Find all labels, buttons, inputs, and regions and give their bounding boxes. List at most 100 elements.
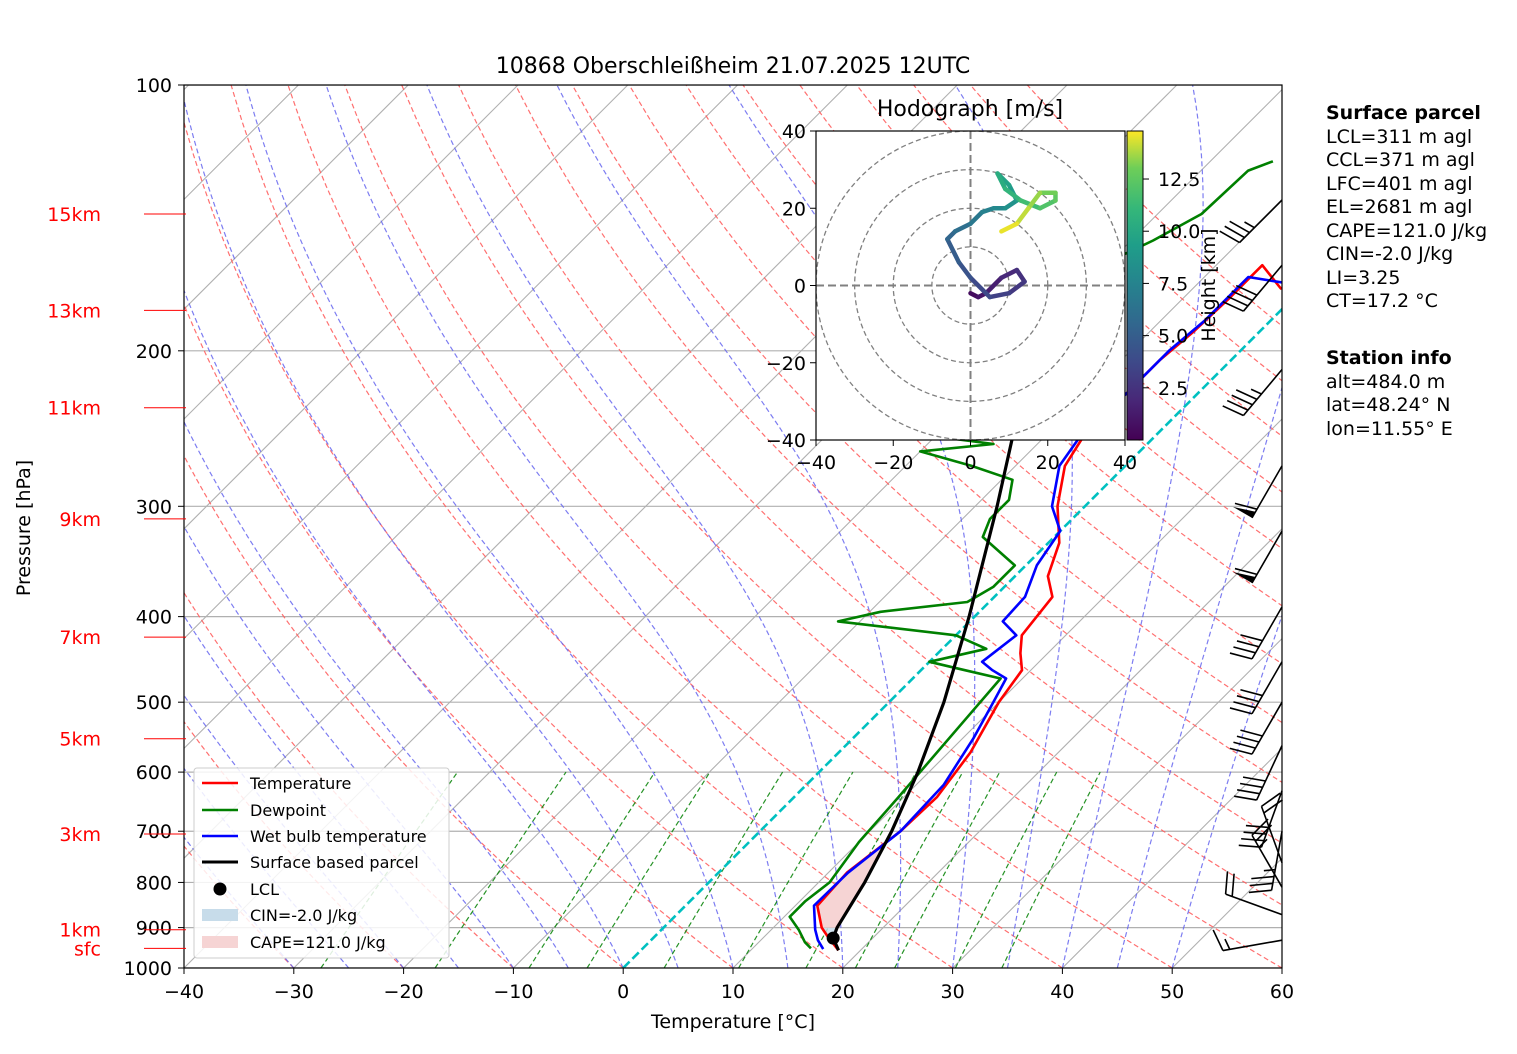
hodograph-x-tick-label: 20: [1036, 452, 1060, 474]
moist-adiabat-line: [1116, 385, 1282, 968]
x-tick-label: −10: [493, 981, 533, 1003]
moist-adiabat-line: [556, 85, 902, 968]
dry-adiabat-line: [230, 85, 953, 968]
x-tick-label: 30: [941, 981, 965, 1003]
wind-barb: [1229, 606, 1283, 660]
isotherm-line: [184, 85, 629, 530]
wind-barb-staff: [1260, 790, 1283, 848]
moist-adiabat-line: [245, 85, 734, 968]
hodograph-trace: [945, 171, 1058, 300]
wind-barb: [1229, 701, 1283, 755]
wetbulb-line: [812, 275, 1282, 950]
wind-barb-staff: [1242, 369, 1283, 416]
mixing-ratio-line: [434, 771, 567, 968]
hodograph-y-tick-label: 0: [794, 276, 806, 298]
hodograph-grid: [816, 131, 1125, 440]
wind-barb-flag: [1232, 506, 1256, 518]
moist-adiabat-line: [1061, 85, 1204, 968]
hodograph-segment: [1026, 190, 1043, 211]
y-tick-label: 500: [136, 692, 172, 714]
lcl-marker: [826, 931, 840, 945]
dry-adiabat-line: [287, 85, 1063, 968]
hodograph-y-tick-label: 40: [782, 121, 806, 143]
isotherm-line: [1062, 747, 1282, 968]
hodograph-segment: [1014, 267, 1027, 284]
station-info-alt: alt=484.0 m: [1326, 370, 1446, 393]
wind-barb-full: [1233, 701, 1256, 709]
chart-title: 10868 Oberschleißheim 21.07.2025 12UTC: [496, 54, 971, 79]
wind-barb-full: [1236, 640, 1260, 648]
colorbar-tick-label: 12.5: [1158, 169, 1200, 191]
wind-barb-staff: [1251, 530, 1283, 584]
hodograph-segment: [1037, 198, 1058, 211]
wind-barb-staff: [1225, 893, 1283, 916]
wind-barb-half: [1224, 938, 1231, 950]
wind-barb-full: [1261, 792, 1281, 808]
hodograph-segment: [983, 275, 1004, 296]
dry-adiabat-line: [514, 85, 1282, 844]
surface-parcel-ccl: CCL=371 m agl: [1326, 149, 1475, 171]
colorbar-tick-label: 7.5: [1158, 273, 1188, 295]
legend-cin-label: CIN=-2.0 J/kg: [250, 906, 357, 925]
wind-barb-staff: [1251, 834, 1283, 888]
wind-barb-full: [1231, 290, 1253, 302]
wind-barb-half: [1263, 868, 1276, 872]
moist-adiabat-line: [184, 97, 679, 968]
wind-barb-staff: [1270, 831, 1283, 891]
dry-adiabat-line: [571, 85, 1282, 784]
wind-barb-staff: [1251, 701, 1283, 755]
isotherm-line: [184, 85, 519, 420]
colorbar-tick-label: 2.5: [1158, 378, 1188, 400]
legend-cin-swatch: [202, 909, 238, 921]
wind-barb-full: [1224, 871, 1229, 895]
surface-parcel-lfc: LFC=401 m agl: [1326, 172, 1473, 195]
hodograph-y-tick-label: 20: [782, 198, 806, 220]
wind-barb-full: [1231, 873, 1235, 897]
isotherm-line: [184, 85, 738, 640]
isotherm-line: [952, 637, 1282, 968]
mixing-ratio-line: [528, 771, 656, 968]
dry-adiabat-line: [344, 85, 1173, 968]
colorbar: [1126, 130, 1144, 441]
dry-adiabat-line: [184, 120, 844, 968]
height-label: sfc: [74, 938, 101, 960]
hodograph-x-tick-label: 40: [1113, 452, 1137, 474]
wind-barb: [1212, 929, 1283, 952]
x-tick-label: 0: [617, 981, 629, 1003]
wind-barb-staff: [1251, 606, 1283, 660]
wind-barb: [1222, 264, 1283, 312]
wind-barb-full: [1234, 502, 1258, 510]
mixing-ratio-line: [894, 771, 1001, 968]
wind-barb-full: [1239, 782, 1263, 789]
height-label: 11km: [47, 398, 101, 420]
wind-barb-staff: [1239, 199, 1283, 244]
wind-barb-full: [1236, 789, 1260, 795]
dry-adiabat-line: [184, 454, 624, 968]
wind-barb-staff: [1255, 745, 1283, 801]
moist-adiabat-line: [426, 85, 844, 968]
x-tick-label: 40: [1050, 981, 1074, 1003]
y-tick-label: 600: [136, 762, 172, 784]
station-info-panel: Station info alt=484.0 m lat=48.24° N lo…: [1326, 347, 1453, 441]
y-tick-label: 900: [136, 918, 172, 940]
height-label: 13km: [47, 300, 101, 322]
hodograph-inset: Hodograph [m/s] −40−40 −20 −20 0 0 20 20 40 40 2…: [766, 97, 1220, 474]
wind-barb-full: [1222, 405, 1244, 417]
hodograph-segment: [968, 209, 985, 226]
x-tick-label: −20: [384, 981, 424, 1003]
x-tick-label: −40: [164, 981, 204, 1003]
hodograph-segment: [1006, 279, 1027, 296]
wind-barb-full: [1243, 831, 1267, 835]
isotherm-line: [842, 528, 1282, 968]
zero-isotherm-line: [622, 307, 1282, 968]
surface-parcel-panel: Surface parcel LCL=311 m agl CCL=371 m a…: [1326, 102, 1487, 314]
mixing-ratio-line: [954, 771, 1058, 968]
wind-barb: [1232, 530, 1283, 584]
y-tick-label: 1000: [124, 958, 172, 980]
dry-adiabat-line: [184, 302, 734, 968]
moist-adiabat-line: [184, 420, 569, 968]
wind-barb-full: [1236, 735, 1260, 743]
hodograph-segment: [952, 221, 973, 234]
y-axis: 100 200 300 400 500 600 700 800 900 1000: [124, 75, 184, 980]
sounding-series: [788, 154, 1282, 952]
